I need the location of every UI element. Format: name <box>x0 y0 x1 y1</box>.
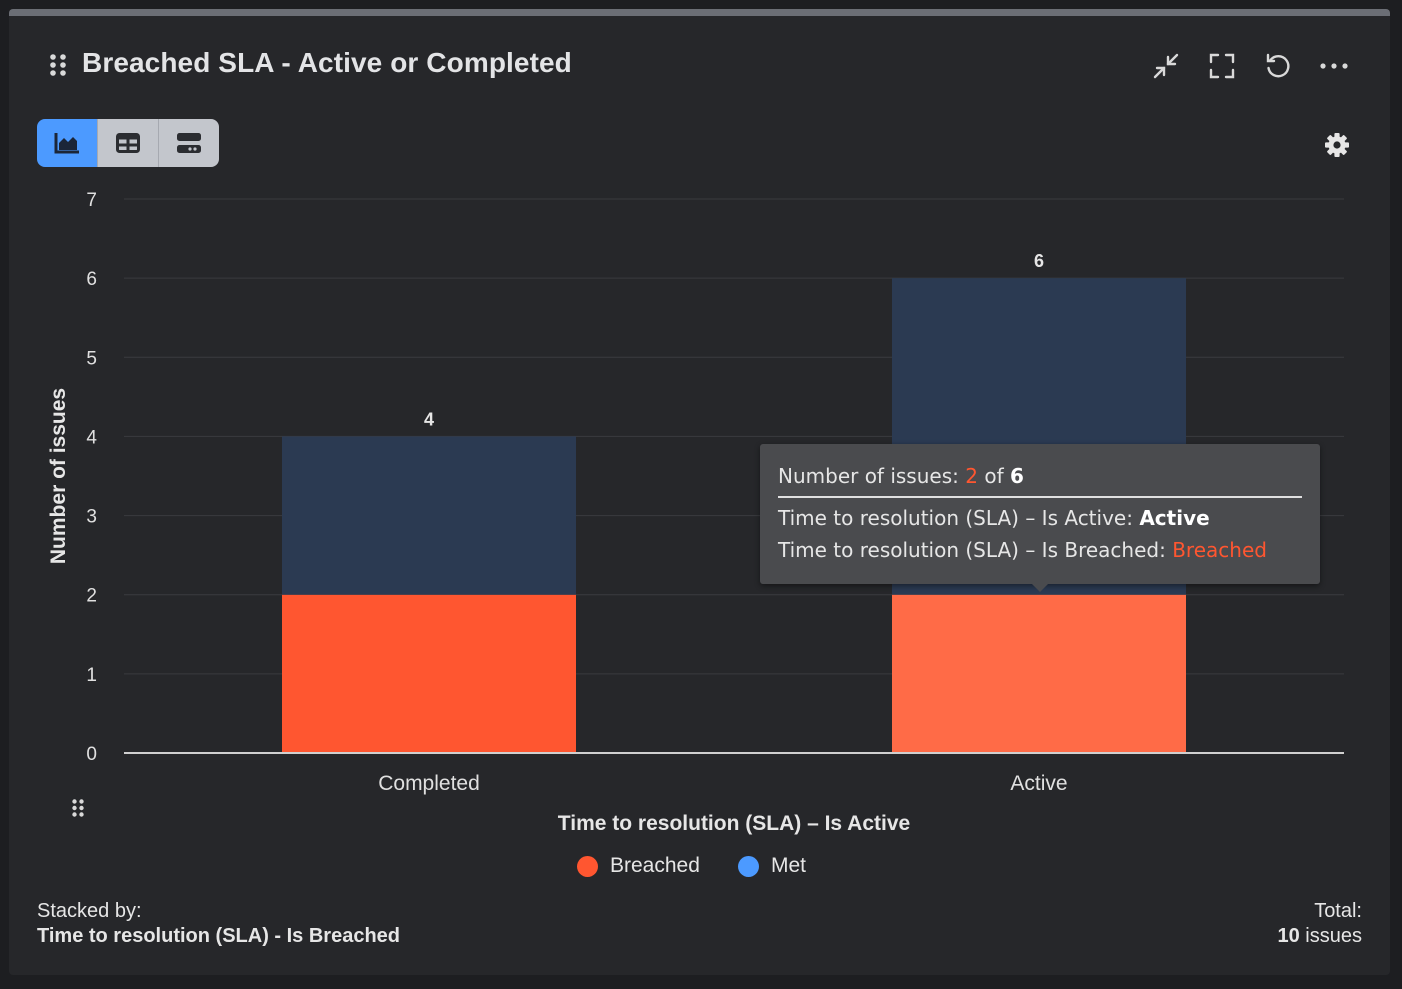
tooltip-total: 6 <box>1009 464 1024 488</box>
chart-tooltip: Number of issues: 2 of 6 Time to resolut… <box>760 444 1320 592</box>
y-tick-label: 6 <box>86 269 97 290</box>
x-tick-label: Completed <box>378 772 480 795</box>
total-label: Total: <box>1314 900 1362 922</box>
view-switcher <box>37 119 219 167</box>
y-tick-label: 3 <box>86 507 97 528</box>
x-axis-title: Time to resolution (SLA) – Is Active <box>558 812 910 835</box>
y-tick-label: 4 <box>86 427 97 448</box>
stacked-by-info: Stacked by: Time to resolution (SLA) - I… <box>37 899 400 949</box>
axis-drag-handle-icon[interactable] <box>71 798 85 818</box>
bar-total-label: 6 <box>1034 251 1044 271</box>
tooltip-value: 2 <box>965 464 978 488</box>
tooltip-row-breached: Time to resolution (SLA) – Is Breached: … <box>778 538 1267 562</box>
y-tick-label: 7 <box>86 190 97 211</box>
more-options-button[interactable] <box>1317 49 1351 83</box>
card-top-bar <box>9 9 1390 16</box>
gear-icon <box>1325 133 1349 157</box>
bar-segment-breached-completed[interactable] <box>282 594 576 753</box>
refresh-button[interactable] <box>1261 49 1295 83</box>
tooltip-row2-value: Breached <box>1172 538 1267 562</box>
tooltip-header: Number of issues: 2 of 6 <box>778 464 1024 488</box>
list-icon <box>177 133 201 153</box>
total-value: 10 <box>1277 925 1300 947</box>
y-tick-label: 0 <box>86 744 97 765</box>
legend-dot-met <box>738 855 759 877</box>
minimize-button[interactable] <box>1149 49 1183 83</box>
refresh-icon <box>1266 53 1290 78</box>
drag-handle-icon[interactable] <box>49 53 67 77</box>
tooltip-of: of <box>977 464 1010 488</box>
fullscreen-icon <box>1209 53 1235 79</box>
fullscreen-button[interactable] <box>1205 49 1239 83</box>
tooltip-row1-value: Active <box>1139 506 1210 530</box>
chart-icon <box>54 133 79 154</box>
bar-segment-met-completed[interactable] <box>282 436 576 595</box>
legend-item-breached[interactable]: Breached <box>577 854 700 878</box>
legend-item-met[interactable]: Met <box>738 854 806 878</box>
more-icon <box>1320 63 1348 69</box>
minimize-icon <box>1153 53 1179 79</box>
tooltip-row1-label: Time to resolution (SLA) – Is Active: <box>778 506 1140 530</box>
y-axis-title: Number of issues <box>47 388 70 564</box>
gadget-card: Breached SLA - Active or Completed <box>9 9 1390 975</box>
tooltip-row2-label: Time to resolution (SLA) – Is Breached: <box>778 538 1173 562</box>
settings-button[interactable] <box>1320 128 1354 162</box>
total-unit: issues <box>1299 925 1362 947</box>
legend-label-met: Met <box>771 854 807 877</box>
stacked-by-value: Time to resolution (SLA) - Is Breached <box>37 925 401 947</box>
tooltip-row-active: Time to resolution (SLA) – Is Active: Ac… <box>778 506 1210 530</box>
stacked-by-label: Stacked by: <box>37 900 142 922</box>
chart-view-button[interactable] <box>37 119 98 167</box>
tooltip-label: Number of issues: <box>778 464 966 488</box>
table-view-button[interactable] <box>98 119 159 167</box>
table-icon <box>116 133 140 153</box>
total-info: Total: 10 issues <box>1278 899 1363 949</box>
list-view-button[interactable] <box>159 119 219 167</box>
x-tick-label: Active <box>1010 772 1067 795</box>
legend-dot-breached <box>577 855 598 877</box>
bar-segment-breached-active[interactable] <box>892 594 1186 753</box>
gadget-title: Breached SLA - Active or Completed <box>82 47 572 78</box>
y-tick-label: 1 <box>86 665 97 686</box>
tooltip-divider <box>778 496 1302 498</box>
legend-label-breached: Breached <box>610 854 700 877</box>
y-tick-label: 2 <box>86 586 97 607</box>
y-tick-label: 5 <box>86 348 97 369</box>
bar-total-label: 4 <box>424 409 434 429</box>
